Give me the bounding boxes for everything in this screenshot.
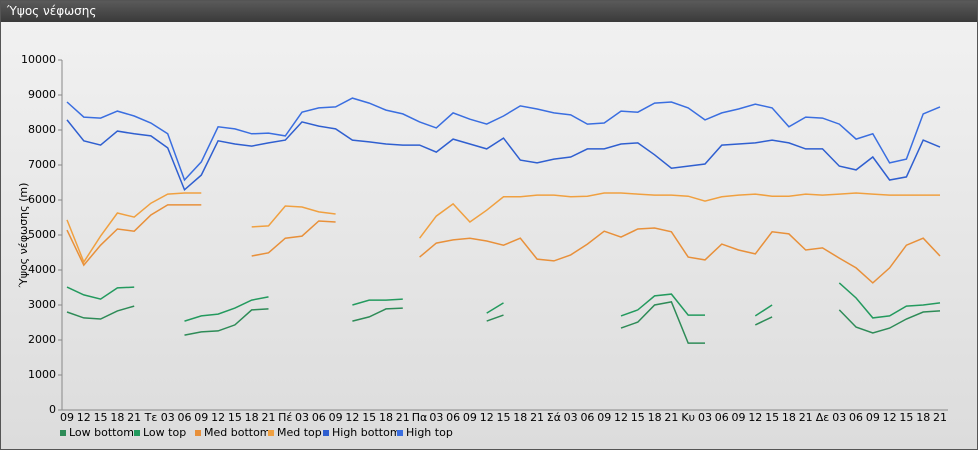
x-tick-label: 18: [782, 411, 796, 424]
x-tick-label: Πα: [412, 411, 428, 424]
y-tick-label: 3000: [28, 298, 56, 311]
legend-label: Med bottom: [204, 426, 271, 439]
x-tick-label: 03: [161, 411, 175, 424]
x-tick-label: 03: [295, 411, 309, 424]
x-tick-label: 03: [564, 411, 578, 424]
x-tick-label: 09: [329, 411, 343, 424]
x-tick-label: 06: [580, 411, 594, 424]
x-tick-label: 18: [648, 411, 662, 424]
x-tick-label: Κυ: [681, 411, 695, 424]
x-tick-label: 06: [178, 411, 192, 424]
legend-label: High top: [406, 426, 453, 439]
y-tick-label: 0: [49, 403, 56, 416]
x-tick-label: 06: [312, 411, 326, 424]
x-tick-label: 12: [345, 411, 359, 424]
x-tick-label: 15: [228, 411, 242, 424]
x-tick-label: 06: [446, 411, 460, 424]
x-tick-label: 15: [362, 411, 376, 424]
x-tick-label: 21: [261, 411, 275, 424]
x-tick-label: 15: [94, 411, 108, 424]
x-tick-label: 06: [715, 411, 729, 424]
legend-label: Low bottom: [69, 426, 134, 439]
series-line: [66, 204, 941, 284]
series-line: [66, 282, 941, 322]
y-tick-label: 10000: [21, 53, 56, 66]
y-tick-label: 1000: [28, 368, 56, 381]
x-tick-label: 09: [463, 411, 477, 424]
x-tick-label: 03: [698, 411, 712, 424]
legend-label: Low top: [143, 426, 186, 439]
x-tick-label: 12: [614, 411, 628, 424]
x-tick-label: 21: [127, 411, 141, 424]
x-tick-label: 03: [832, 411, 846, 424]
legend-label: High bottom: [332, 426, 401, 439]
x-tick-label: 12: [211, 411, 225, 424]
y-tick-label: 5000: [28, 228, 56, 241]
series-line: [66, 192, 940, 264]
legend-swatch: [195, 430, 201, 436]
x-tick-label: 12: [748, 411, 762, 424]
title-bar: Ύψος νέφωσης: [1, 1, 977, 22]
y-tick-label: 2000: [28, 333, 56, 346]
y-tick-label: 8000: [28, 123, 56, 136]
x-tick-label: 15: [631, 411, 645, 424]
x-tick-label: Δε: [816, 411, 830, 424]
x-tick-label: 18: [513, 411, 527, 424]
x-tick-label: 18: [245, 411, 259, 424]
legend-swatch: [268, 430, 274, 436]
x-tick-label: Πέ: [278, 411, 292, 424]
legend-swatch: [60, 430, 66, 436]
legend-swatch: [323, 430, 329, 436]
legend-swatch: [134, 430, 140, 436]
series-line: [66, 119, 941, 192]
x-tick-label: 12: [480, 411, 494, 424]
x-tick-label: 12: [77, 411, 91, 424]
x-tick-label: 12: [883, 411, 897, 424]
series-line: [66, 301, 941, 344]
legend-swatch: [397, 430, 403, 436]
x-tick-label: 03: [429, 411, 443, 424]
legend-label: Med top: [277, 426, 322, 439]
x-tick-label: 21: [933, 411, 947, 424]
x-tick-label: 21: [396, 411, 410, 424]
x-tick-label: 21: [799, 411, 813, 424]
x-tick-label: 09: [732, 411, 746, 424]
x-tick-label: 09: [866, 411, 880, 424]
x-tick-label: Τε: [144, 411, 158, 424]
y-tick-label: 9000: [28, 88, 56, 101]
x-tick-label: Σά: [547, 411, 561, 424]
x-tick-label: 09: [60, 411, 74, 424]
y-tick-label: 7000: [28, 158, 56, 171]
x-tick-label: 15: [899, 411, 913, 424]
x-tick-label: 18: [916, 411, 930, 424]
y-axis-label: Ύψος νέφωσης (m): [17, 183, 30, 289]
x-tick-label: 06: [849, 411, 863, 424]
x-tick-label: 15: [765, 411, 779, 424]
series-line: [66, 97, 941, 182]
x-tick-label: 18: [110, 411, 124, 424]
x-tick-label: 18: [379, 411, 393, 424]
x-tick-label: 15: [497, 411, 511, 424]
x-tick-label: 21: [664, 411, 678, 424]
x-tick-label: 09: [194, 411, 208, 424]
x-tick-label: 21: [530, 411, 544, 424]
y-tick-label: 4000: [28, 263, 56, 276]
y-tick-label: 6000: [28, 193, 56, 206]
x-tick-label: 09: [597, 411, 611, 424]
